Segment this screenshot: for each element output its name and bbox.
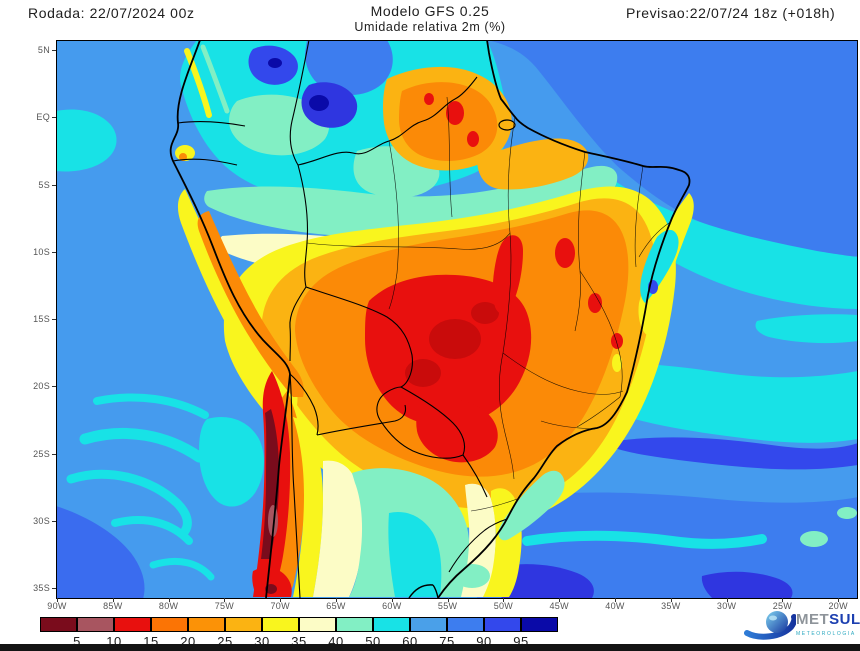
humidity-field-art [57,41,857,598]
lon-tick [57,598,58,602]
lon-label-75W: 75W [214,601,235,611]
lat-label-EQ: EQ [36,112,50,123]
colorbar-swatch-0 [40,617,77,632]
colorbar-swatch-4 [188,617,225,632]
lon-label-85W: 85W [103,601,123,611]
brand-met: MET [796,611,830,628]
colorbar-swatch-6 [262,617,299,632]
humidity-map [56,40,858,599]
lon-label-25W: 25W [772,601,793,611]
lon-tick [447,598,449,602]
lon-label-60W: 60W [382,601,402,611]
lat-tick [52,251,56,253]
lon-tick [280,598,282,602]
model-title: Modelo GFS 0.25 [370,3,490,19]
brand-sul: SUL [829,611,860,628]
lon-tick [838,598,840,602]
lat-tick [52,588,56,589]
colorbar-swatch-9 [373,617,410,632]
lat-label-35S: 35S [33,583,50,593]
lon-label-35W: 35W [661,601,681,611]
lon-label-80W: 80W [158,601,179,611]
lon-tick [670,598,672,602]
variable-title: Umidade relativa 2m (%) [354,20,506,34]
lon-label-65W: 65W [326,601,346,611]
lon-tick [391,598,393,602]
lat-tick [52,117,56,119]
colorbar-swatch-2 [114,617,151,632]
lat-label-5N: 5N [37,45,50,55]
colorbar-swatch-5 [225,617,262,632]
colorbar-swatch-12 [484,617,521,632]
lon-label-55W: 55W [437,601,458,611]
lat-label-25S: 25S [33,448,50,459]
lon-tick [503,598,505,602]
lon-tick [726,598,728,602]
lon-tick [782,598,784,602]
lon-tick [168,598,170,602]
colorbar-swatch-7 [299,617,336,632]
lon-tick [336,598,337,602]
colorbar-swatch-13 [521,617,558,632]
lat-label-15S: 15S [33,314,50,324]
lat-label-20S: 20S [33,381,50,392]
lon-label-70W: 70W [270,601,290,611]
colorbar-swatch-10 [410,617,447,632]
colorbar-swatch-8 [336,617,373,632]
colorbar-swatch-11 [447,617,484,632]
lon-label-45W: 45W [549,601,569,611]
lat-label-30S: 30S [33,515,50,526]
lon-tick [559,598,561,602]
lat-label-10S: 10S [33,246,50,257]
lat-tick [52,50,56,51]
lon-tick [615,598,616,602]
lat-label-5S: 5S [38,179,50,190]
lat-tick [52,319,56,320]
metsul-globe-icon [744,611,798,640]
lon-label-90W: 90W [47,601,67,611]
colorbar-swatch-3 [151,617,188,632]
lat-tick [52,184,56,186]
forecast-label: Previsao:22/07/24 18z (+018h) [626,5,836,21]
lat-tick [52,520,56,522]
lon-tick [224,598,226,602]
lon-label-40W: 40W [605,601,625,611]
brand-tagline: METEOROLOGIA [796,631,856,637]
metsul-logo: METSUL METEOROLOGIA [744,609,860,643]
colorbar-swatch-1 [77,617,114,632]
lon-label-20W: 20W [828,601,848,611]
lat-tick [52,453,56,455]
lon-label-30W: 30W [716,601,737,611]
run-label: Rodada: 22/07/2024 00z [28,5,195,21]
bottom-bar [0,644,860,651]
lon-label-50W: 50W [493,601,514,611]
colorbar-tick-5: 5 [73,634,81,649]
lon-tick [112,598,114,602]
lat-tick [52,386,56,388]
